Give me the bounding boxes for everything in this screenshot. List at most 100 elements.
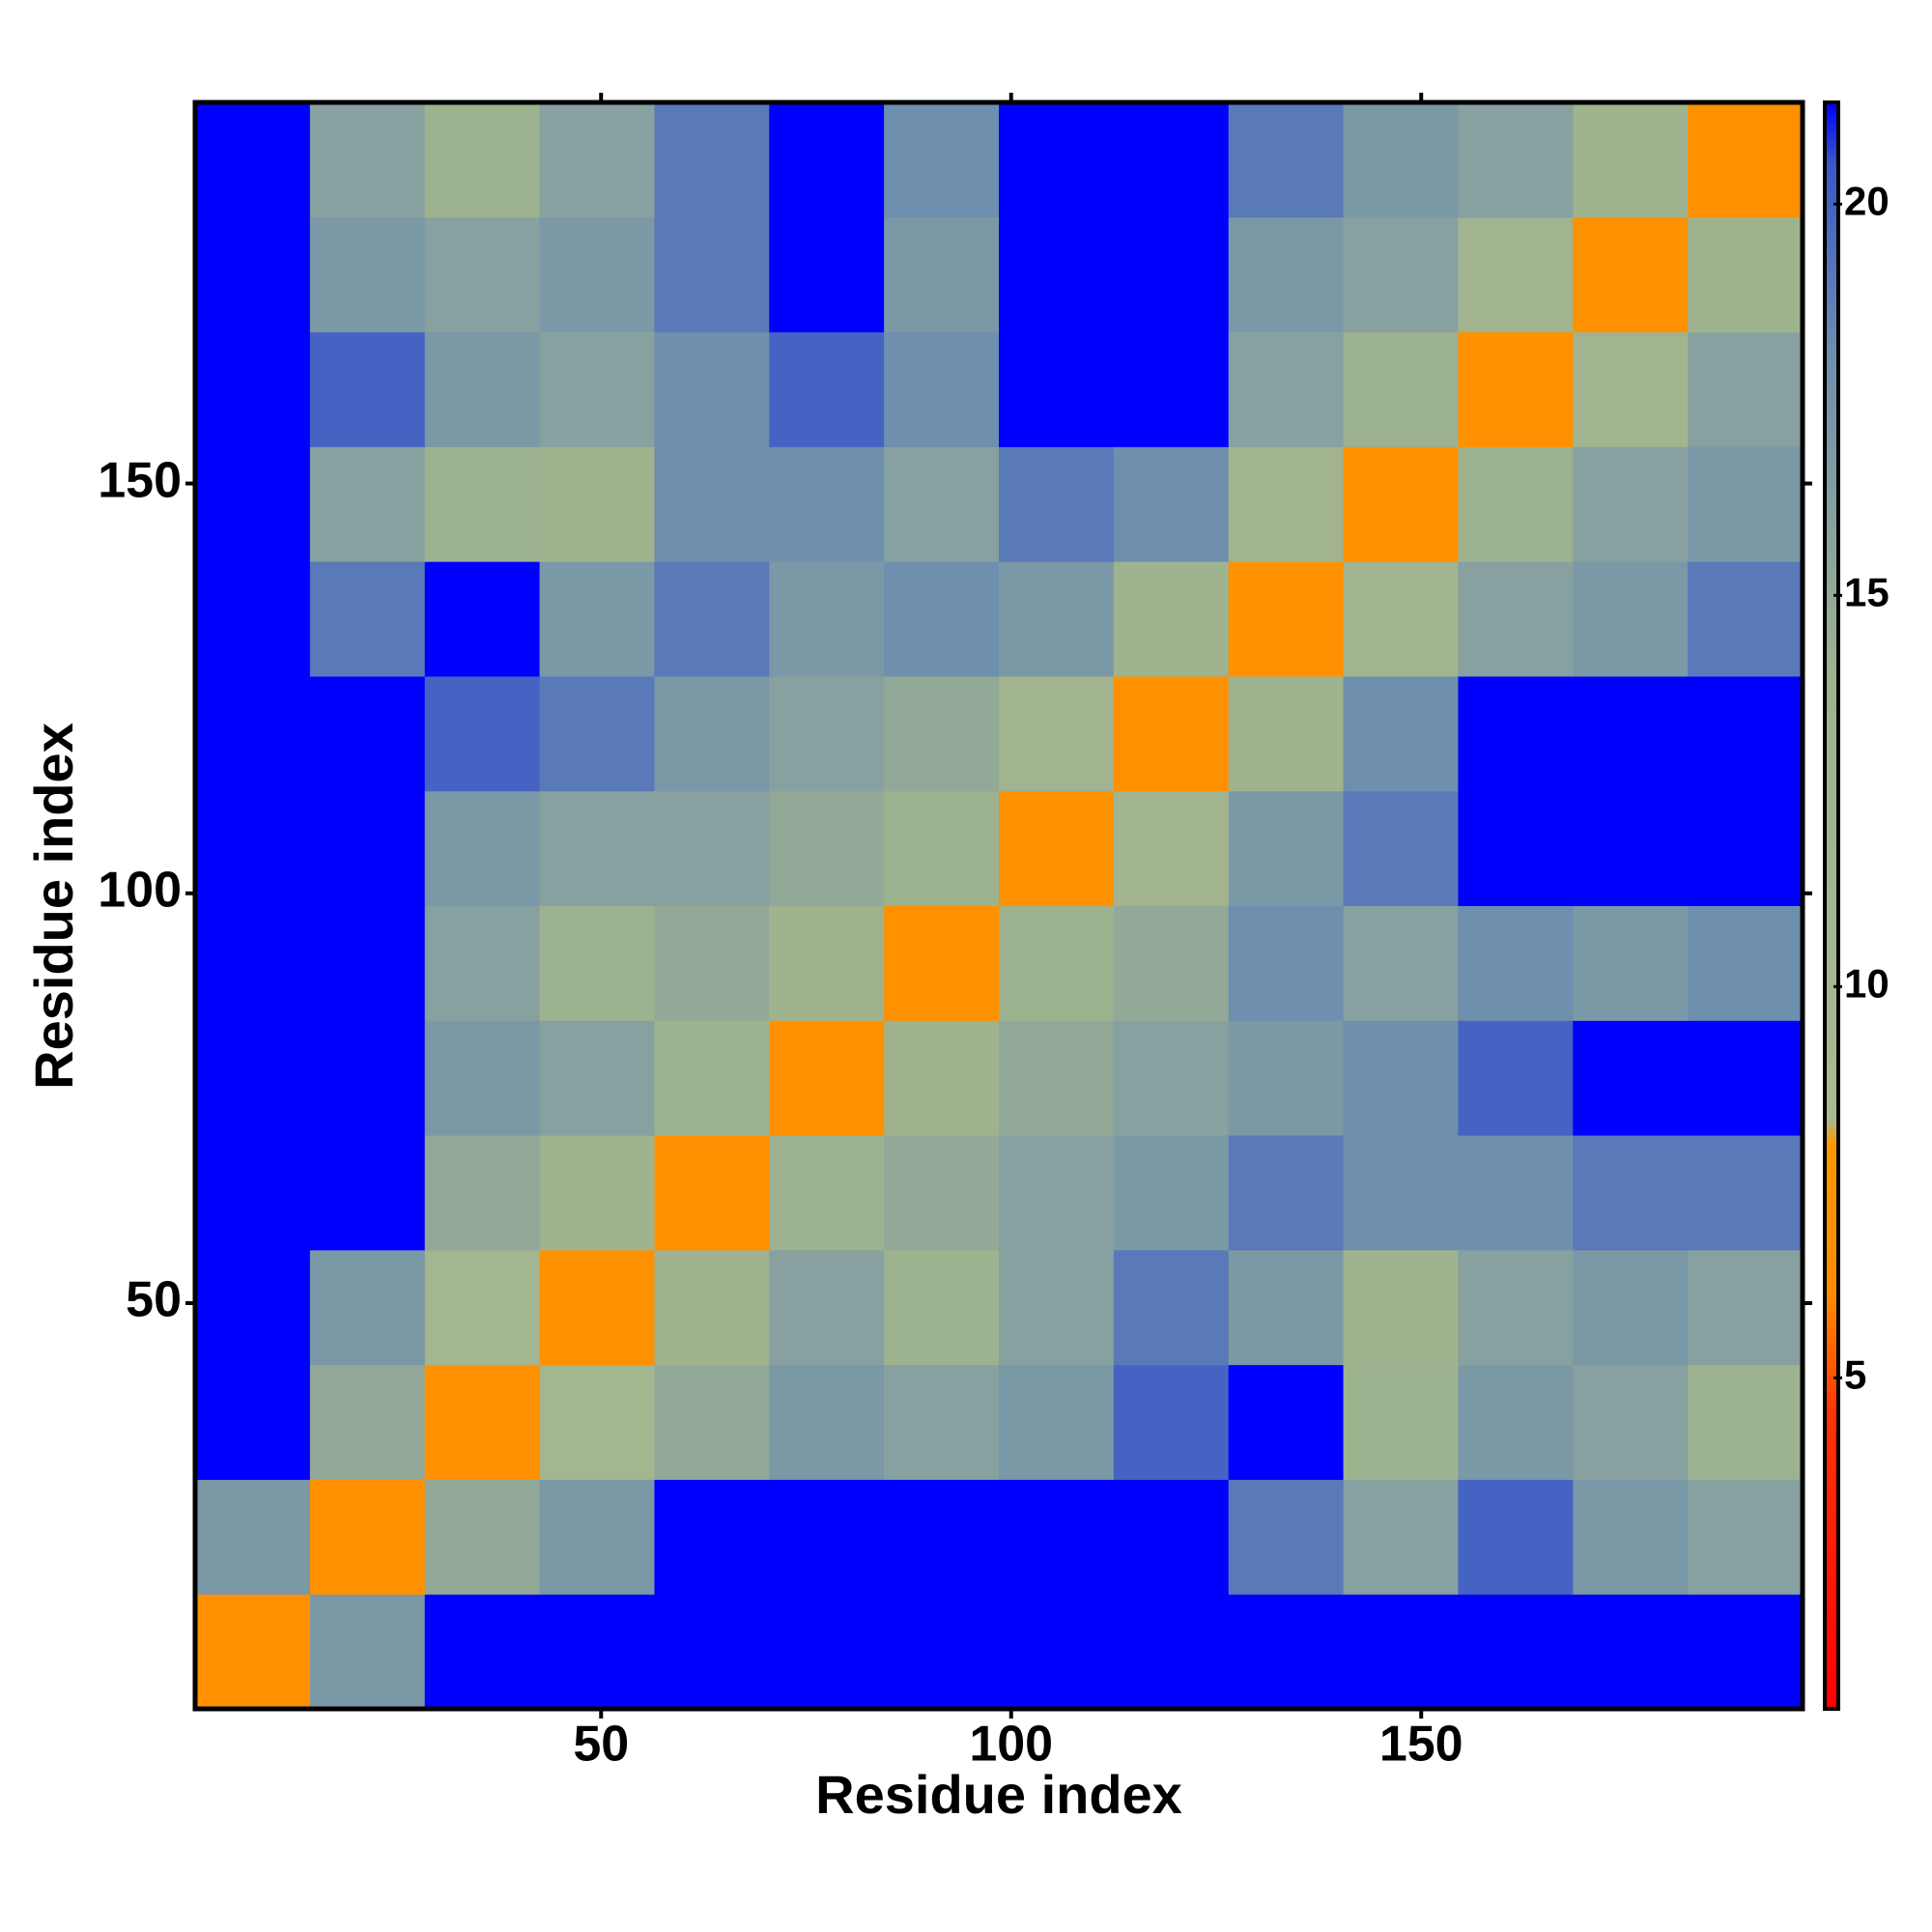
heatmap-cell — [1113, 1249, 1230, 1366]
heatmap-cell — [1458, 1135, 1574, 1251]
heatmap-cell — [654, 675, 770, 792]
x-tick-label: 50 — [573, 1717, 629, 1773]
heatmap-cell — [654, 1020, 770, 1136]
heatmap-cell — [1688, 331, 1804, 447]
heatmap-cell — [1113, 675, 1230, 792]
heatmap-cell — [999, 1249, 1115, 1366]
heatmap-cell — [1573, 790, 1689, 906]
heatmap-cell — [1688, 675, 1804, 792]
heatmap-cell — [1343, 790, 1459, 906]
heatmap-cell — [1688, 216, 1804, 333]
heatmap-cell — [539, 1364, 655, 1480]
heatmap-cell — [1573, 675, 1689, 792]
heatmap-cell — [1113, 1020, 1230, 1136]
heatmap-cell — [424, 102, 541, 218]
heatmap-cell — [884, 1364, 1000, 1480]
heatmap-cell — [195, 790, 311, 906]
heatmap-cell — [769, 216, 885, 333]
colorbar-tick-label: 20 — [1844, 178, 1889, 223]
heatmap-cell — [309, 905, 426, 1021]
heatmap-cell — [884, 675, 1000, 792]
heatmap-cell — [1343, 1364, 1459, 1480]
heatmap-cell — [884, 1479, 1000, 1595]
heatmap-cell — [309, 561, 426, 677]
heatmap-cell — [1113, 102, 1230, 218]
heatmap-cell — [309, 790, 426, 906]
heatmap-cell — [1113, 905, 1230, 1021]
heatmap-cell — [1573, 1020, 1689, 1136]
heatmap-cell — [654, 1479, 770, 1595]
heatmap-cell — [884, 331, 1000, 447]
heatmap-cell — [424, 331, 541, 447]
heatmap-cell — [539, 102, 655, 218]
heatmap-cell — [1573, 561, 1689, 677]
heatmap-cell — [1343, 216, 1459, 333]
heatmap-cell — [1458, 1594, 1574, 1710]
heatmap-cell — [1458, 1479, 1574, 1595]
x-tick-label: 100 — [969, 1717, 1053, 1773]
heatmap-cell — [654, 561, 770, 677]
heatmap-cell — [769, 331, 885, 447]
heatmap-cell — [999, 905, 1115, 1021]
heatmap-cell — [999, 561, 1115, 677]
heatmap-cell — [1228, 1249, 1345, 1366]
heatmap-cell — [1228, 561, 1345, 677]
heatmap-cell — [654, 446, 770, 562]
heatmap-cell — [424, 1249, 541, 1366]
heatmap-cell — [654, 331, 770, 447]
heatmap-cell — [195, 102, 311, 218]
heatmap-cell — [539, 1479, 655, 1595]
heatmap-cell — [1688, 561, 1804, 677]
y-axis-label: Residue index — [23, 723, 84, 1090]
heatmap-cell — [1573, 1249, 1689, 1366]
heatmap-cell — [1343, 446, 1459, 562]
heatmap-cell — [1458, 790, 1574, 906]
x-tick-label: 150 — [1379, 1717, 1463, 1773]
heatmap-cell — [539, 561, 655, 677]
heatmap-cell — [769, 102, 885, 218]
heatmap-cell — [884, 1594, 1000, 1710]
heatmap-cell — [884, 561, 1000, 677]
heatmap-cell — [654, 1249, 770, 1366]
heatmap-cell — [539, 675, 655, 792]
heatmap-cell — [539, 1249, 655, 1366]
heatmap-cell — [195, 1020, 311, 1136]
heatmap-cell — [999, 1135, 1115, 1251]
heatmap-cell — [424, 1364, 541, 1480]
heatmap-cell — [539, 1594, 655, 1710]
heatmap-cell — [1343, 1020, 1459, 1136]
colorbar-tick-label: 10 — [1844, 960, 1889, 1006]
heatmap-cell — [539, 331, 655, 447]
heatmap-cell — [195, 1135, 311, 1251]
heatmap-cell — [1343, 561, 1459, 677]
heatmap-cell — [1228, 331, 1345, 447]
heatmap-cell — [309, 1135, 426, 1251]
heatmap-cell — [1458, 905, 1574, 1021]
heatmap-cell — [884, 905, 1000, 1021]
heatmap-cell — [1688, 1020, 1804, 1136]
heatmap-cell — [309, 331, 426, 447]
heatmap-cell — [309, 1364, 426, 1480]
heatmap-cell — [309, 216, 426, 333]
heatmap-cell — [1573, 216, 1689, 333]
heatmap-cell — [1458, 446, 1574, 562]
heatmap-cell — [1573, 1364, 1689, 1480]
heatmap-cell — [1343, 102, 1459, 218]
heatmap-cell — [424, 905, 541, 1021]
heatmap-cell — [1688, 1249, 1804, 1366]
heatmap-cell — [309, 1594, 426, 1710]
heatmap-cell — [769, 790, 885, 906]
heatmap-cell — [999, 1479, 1115, 1595]
heatmap-cell — [654, 790, 770, 906]
heatmap-cell — [769, 1364, 885, 1480]
heatmap-cell — [309, 102, 426, 218]
heatmap-cell — [1113, 561, 1230, 677]
heatmap-cell — [884, 790, 1000, 906]
heatmap-cell — [195, 216, 311, 333]
heatmap-cell — [424, 446, 541, 562]
heatmap-cell — [1458, 675, 1574, 792]
heatmap-cell — [1458, 1249, 1574, 1366]
heatmap-cell — [884, 1249, 1000, 1366]
colorbar — [1823, 100, 1840, 1711]
heatmap-cell — [195, 1479, 311, 1595]
